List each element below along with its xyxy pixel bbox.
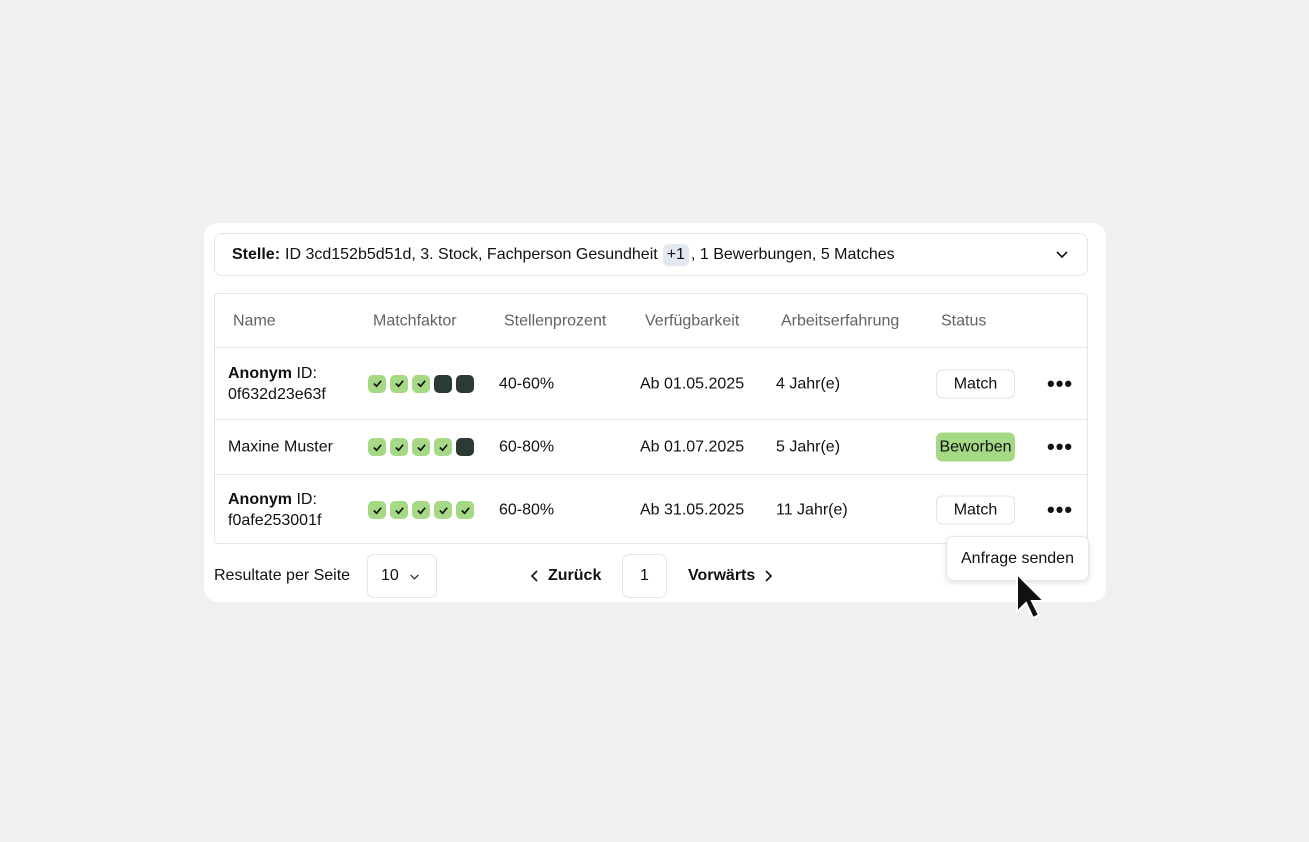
match-check-icon [434, 438, 452, 456]
chevron-down-icon [1056, 251, 1068, 259]
match-empty-icon [456, 438, 474, 456]
candidate-name: Maxine Muster [228, 438, 333, 456]
percent: 40-60% [499, 375, 555, 392]
match-factor [368, 438, 474, 456]
match-check-icon [368, 438, 386, 456]
match-check-icon [368, 501, 386, 519]
chevron-right-icon [765, 570, 773, 582]
job-label: Stelle: [232, 245, 281, 263]
prev-button[interactable]: Zurück [530, 554, 601, 598]
col-status: Status [941, 312, 987, 329]
match-factor [368, 501, 474, 519]
candidate-name-cell: Anonym ID: f0afe253001f [228, 489, 321, 531]
col-name: Name [233, 312, 276, 329]
table-header: Name Matchfaktor Stellenprozent Verfügba… [215, 294, 1087, 348]
match-check-icon [412, 374, 430, 393]
candidate-id: 0f632d23e63f [228, 385, 326, 403]
match-check-icon [390, 374, 408, 393]
candidates-table: Name Matchfaktor Stellenprozent Verfügba… [214, 293, 1088, 544]
table-row: Maxine Muster 60-80% Ab 01.07.2025 5 Jah… [215, 420, 1087, 475]
status-badge: Match [936, 495, 1015, 525]
match-check-icon [412, 501, 430, 519]
percent: 60-80% [499, 438, 555, 456]
more-options-icon[interactable]: ••• [1047, 434, 1074, 459]
next-label: Vorwärts [688, 567, 756, 584]
col-arbeitserfahrung: Arbeitserfahrung [781, 312, 900, 329]
per-page-value: 10 [381, 567, 399, 584]
name-rest: ID: [292, 364, 317, 382]
table-row: Anonym ID: f0afe253001f 60-80% Ab 31.05.2… [215, 475, 1087, 545]
per-page-label: Resultate per Seite [214, 567, 351, 584]
name-rest: ID: [292, 491, 317, 508]
prev-label: Zurück [548, 567, 602, 584]
more-options-icon[interactable]: ••• [1047, 497, 1074, 522]
job-text: ID 3cd152b5d51d, 3. Stock, Fachperson Ge… [285, 245, 658, 263]
match-check-icon [412, 438, 430, 456]
availability: Ab 01.05.2025 [640, 375, 745, 392]
job-selector[interactable]: Stelle: ID 3cd152b5d51d, 3. Stock, Fachp… [214, 233, 1088, 276]
experience: 5 Jahr(e) [776, 438, 841, 456]
per-page-select[interactable]: 10 [367, 554, 437, 598]
experience: 11 Jahr(e) [776, 501, 848, 519]
match-check-icon [434, 501, 452, 519]
match-check-icon [390, 501, 408, 519]
candidate-name-cell: Maxine Muster [228, 437, 333, 458]
availability: Ab 01.07.2025 [640, 438, 745, 456]
match-check-icon [368, 374, 386, 393]
mouse-cursor-icon [1016, 572, 1046, 620]
more-options-icon[interactable]: ••• [1047, 370, 1074, 396]
col-verfuegbarkeit: Verfügbarkeit [645, 312, 740, 329]
candidate-id: f0afe253001f [228, 512, 322, 529]
col-stellenprozent: Stellenprozent [504, 312, 607, 329]
table-row: Anonym ID: 0f632d23e63f 40-60% Ab 01.05.2… [215, 348, 1087, 420]
match-check-icon [390, 438, 408, 456]
page-number[interactable]: 1 [622, 554, 667, 598]
status-badge: Beworben [936, 432, 1015, 462]
name-bold: Anonym [228, 491, 292, 508]
job-summary: , 1 Bewerbungen, 5 Matches [690, 245, 895, 263]
match-empty-icon [434, 374, 452, 393]
job-matches-card: Stelle: ID 3cd152b5d51d, 3. Stock, Fachp… [204, 223, 1106, 602]
chevron-left-icon [530, 570, 538, 582]
status-badge: Match [936, 369, 1015, 398]
chevron-down-icon [409, 573, 419, 580]
availability: Ab 31.05.2025 [640, 501, 745, 519]
next-button[interactable]: Vorwärts [688, 554, 773, 598]
match-empty-icon [456, 374, 474, 393]
more-badge: +1 [662, 243, 689, 266]
name-bold: Anonym [228, 364, 292, 382]
candidate-name-cell: Anonym ID: 0f632d23e63f [228, 363, 326, 405]
col-matchfaktor: Matchfaktor [373, 312, 457, 329]
experience: 4 Jahr(e) [776, 375, 841, 392]
match-factor [368, 374, 474, 393]
match-check-icon [456, 501, 474, 519]
percent: 60-80% [499, 501, 555, 519]
